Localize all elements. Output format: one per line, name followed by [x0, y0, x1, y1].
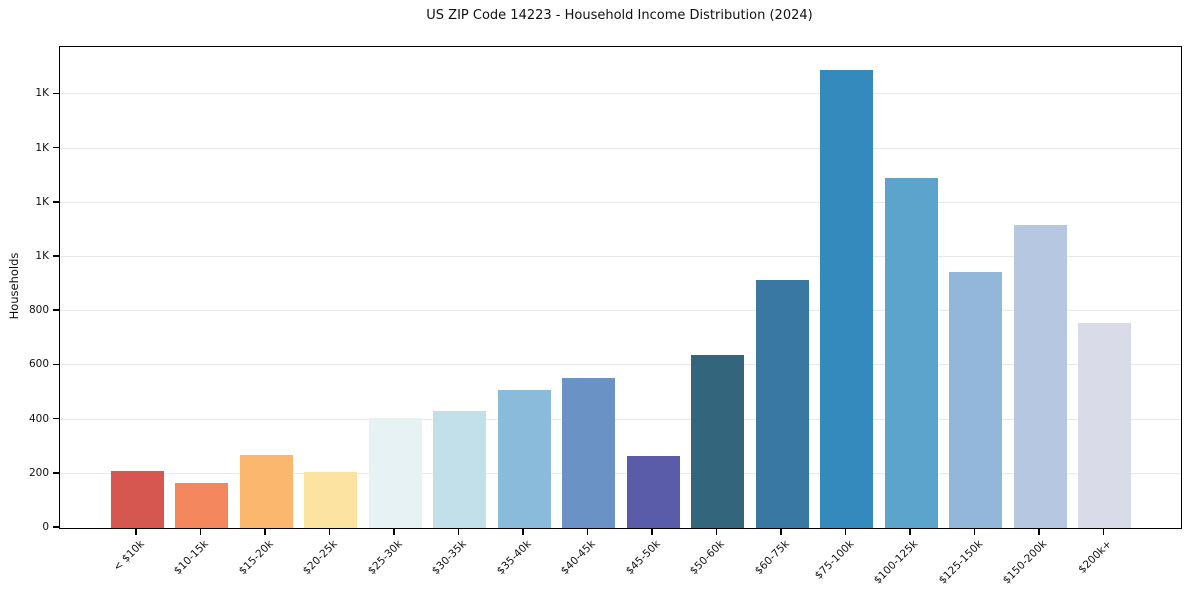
x-tick-label: $40-45k	[558, 538, 598, 578]
bar	[626, 456, 680, 528]
x-tick-mark	[328, 528, 331, 535]
x-tick-label: < $10k	[110, 538, 147, 574]
x-tick-mark	[844, 528, 847, 535]
gridline	[60, 93, 1181, 95]
bar	[433, 411, 486, 528]
y-tick-mark	[53, 146, 59, 149]
bar	[304, 472, 357, 528]
x-tick-label: $35-40k	[494, 538, 534, 578]
gridline	[60, 472, 1181, 474]
x-tick-mark	[909, 528, 911, 535]
y-tick-mark	[53, 363, 59, 366]
gridline	[60, 364, 1181, 366]
bar	[368, 418, 422, 528]
x-tick-mark	[135, 528, 137, 535]
y-tick-mark	[53, 526, 59, 528]
x-tick-label: $100-125k	[871, 538, 921, 587]
x-tick-mark	[199, 528, 202, 535]
y-tick-mark	[53, 309, 59, 311]
gridline	[60, 147, 1181, 149]
gridline	[60, 256, 1181, 258]
bar	[1078, 323, 1131, 528]
plot-area	[59, 46, 1182, 529]
x-tick-label: $25-30k	[365, 538, 405, 578]
bar	[691, 354, 744, 528]
x-tick-label: $15-20k	[236, 538, 276, 578]
x-tick-label: $45-50k	[623, 538, 663, 578]
bar	[884, 178, 938, 528]
x-tick-mark	[973, 528, 976, 535]
x-tick-label: $200k+	[1076, 538, 1114, 576]
bar	[110, 471, 164, 528]
x-tick-label: $150-200k	[1000, 538, 1050, 587]
x-tick-mark	[651, 528, 653, 535]
y-tick-label: 800	[28, 304, 49, 317]
gridline	[60, 418, 1181, 420]
gridline	[60, 310, 1181, 312]
chart-title: US ZIP Code 14223 - Household Income Dis…	[426, 8, 813, 23]
x-tick-mark	[522, 528, 524, 535]
x-tick-label: $20-25k	[300, 538, 340, 578]
x-tick-mark	[1102, 528, 1105, 535]
y-tick-mark	[53, 201, 59, 203]
x-tick-mark	[1038, 528, 1040, 535]
x-tick-mark	[715, 528, 718, 535]
x-tick-label: $10-15k	[171, 538, 211, 578]
bar	[175, 483, 228, 528]
y-tick-label: 1K	[35, 195, 49, 208]
y-tick-label: 0	[42, 521, 49, 533]
y-tick-mark	[53, 255, 59, 257]
x-tick-label: $30-35k	[429, 538, 469, 578]
x-tick-mark	[586, 528, 589, 535]
y-tick-mark	[53, 92, 59, 95]
bar	[562, 377, 615, 528]
x-tick-label: $75-100k	[812, 538, 856, 582]
x-tick-label: $125-150k	[936, 538, 985, 587]
bar	[1013, 224, 1067, 528]
x-tick-label: $50-60k	[687, 538, 727, 578]
gridline	[60, 201, 1181, 203]
bar	[820, 70, 873, 528]
x-tick-mark	[264, 528, 266, 535]
bar	[755, 280, 809, 528]
y-tick-label: 600	[28, 358, 49, 371]
y-tick-mark	[53, 472, 59, 474]
y-tick-label: 400	[28, 412, 49, 425]
bar	[497, 389, 551, 528]
x-tick-mark	[780, 528, 782, 535]
bar	[239, 454, 293, 528]
y-tick-label: 200	[28, 466, 49, 479]
y-tick-label: 1K	[35, 87, 49, 100]
y-tick-mark	[53, 417, 59, 420]
bar	[949, 271, 1002, 528]
x-tick-label: $60-75k	[752, 538, 792, 578]
y-tick-label: 1K	[35, 141, 49, 154]
x-tick-mark	[393, 528, 395, 535]
y-tick-label: 1K	[35, 250, 49, 262]
x-tick-mark	[457, 528, 460, 535]
